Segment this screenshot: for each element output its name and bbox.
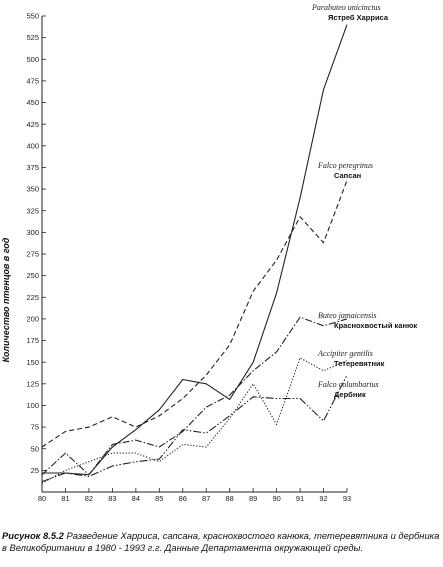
caption-text: Разведение Харриса, сапсана, краснохвост… — [2, 530, 440, 553]
series-line — [41, 180, 348, 448]
series-line — [41, 316, 348, 476]
series-name: Тетеревятник — [334, 359, 385, 368]
y-tick-label: 500 — [26, 55, 39, 64]
x-tick-label: 86 — [179, 494, 187, 503]
series-latin-name: Parabuteo unicinctus — [311, 3, 381, 12]
y-tick-label: 450 — [26, 98, 39, 107]
chart-axes: 25 50 75 100 125 150 175 200 225 250 275 300 325 350 3… — [26, 12, 351, 503]
figure-caption: Рисунок 8.5.2 Разведение Харриса, сапсан… — [2, 530, 440, 554]
x-tick-label: 82 — [85, 494, 93, 503]
x-tick-label: 90 — [272, 494, 280, 503]
series-name: Ястреб Харриса — [328, 13, 389, 22]
chart-series — [41, 24, 348, 484]
series-latin-name: Falco columbarius — [317, 380, 379, 389]
y-tick-label: 250 — [26, 271, 39, 280]
x-tick-label: 80 — [38, 494, 46, 503]
x-tick-label: 88 — [226, 494, 234, 503]
y-tick-label: 350 — [26, 185, 39, 194]
y-tick-label: 425 — [26, 120, 39, 129]
y-tick-label: 200 — [26, 315, 39, 324]
y-tick-label: 100 — [26, 401, 39, 410]
x-tick-label: 85 — [155, 494, 163, 503]
y-tick-label: 550 — [26, 12, 39, 21]
y-tick-label: 275 — [26, 250, 39, 259]
series-name: Краснохвостый канюк — [334, 321, 417, 330]
x-tick-label: 84 — [132, 494, 140, 503]
figure-number: Рисунок 8.5.2 — [2, 530, 64, 541]
x-tick-label: 91 — [296, 494, 304, 503]
y-tick-label: 325 — [26, 206, 39, 215]
series-latin-name: Buteo jamaicensis — [318, 311, 376, 320]
x-tick-label: 92 — [319, 494, 327, 503]
series-name: Дербник — [334, 390, 366, 399]
y-tick-label: 475 — [26, 77, 39, 86]
x-tick-label: 93 — [343, 494, 351, 503]
x-tick-label: 87 — [202, 494, 210, 503]
y-axis-label: Количество птенцов в год — [1, 237, 11, 362]
y-tick-label: 300 — [26, 228, 39, 237]
x-tick-label: 83 — [108, 494, 116, 503]
x-tick-label: 81 — [61, 494, 69, 503]
y-tick-label: 400 — [26, 141, 39, 150]
series-name: Сапсан — [334, 171, 361, 180]
series-line — [41, 374, 348, 483]
y-tick-label: 225 — [26, 293, 39, 302]
y-tick-label: 525 — [26, 33, 39, 42]
y-tick-label: 75 — [31, 423, 39, 432]
x-tick-label: 89 — [249, 494, 257, 503]
series-line — [42, 24, 348, 476]
series-line — [41, 357, 348, 484]
series-latin-name: Falco peregrinus — [317, 161, 373, 170]
y-tick-label: 25 — [31, 466, 39, 475]
y-tick-label: 375 — [26, 163, 39, 172]
y-tick-label: 175 — [26, 336, 39, 345]
y-tick-label: 125 — [26, 379, 39, 388]
series-latin-name: Accipiter gentilis — [317, 349, 373, 358]
y-tick-label: 50 — [31, 444, 39, 453]
y-tick-label: 150 — [26, 358, 39, 367]
